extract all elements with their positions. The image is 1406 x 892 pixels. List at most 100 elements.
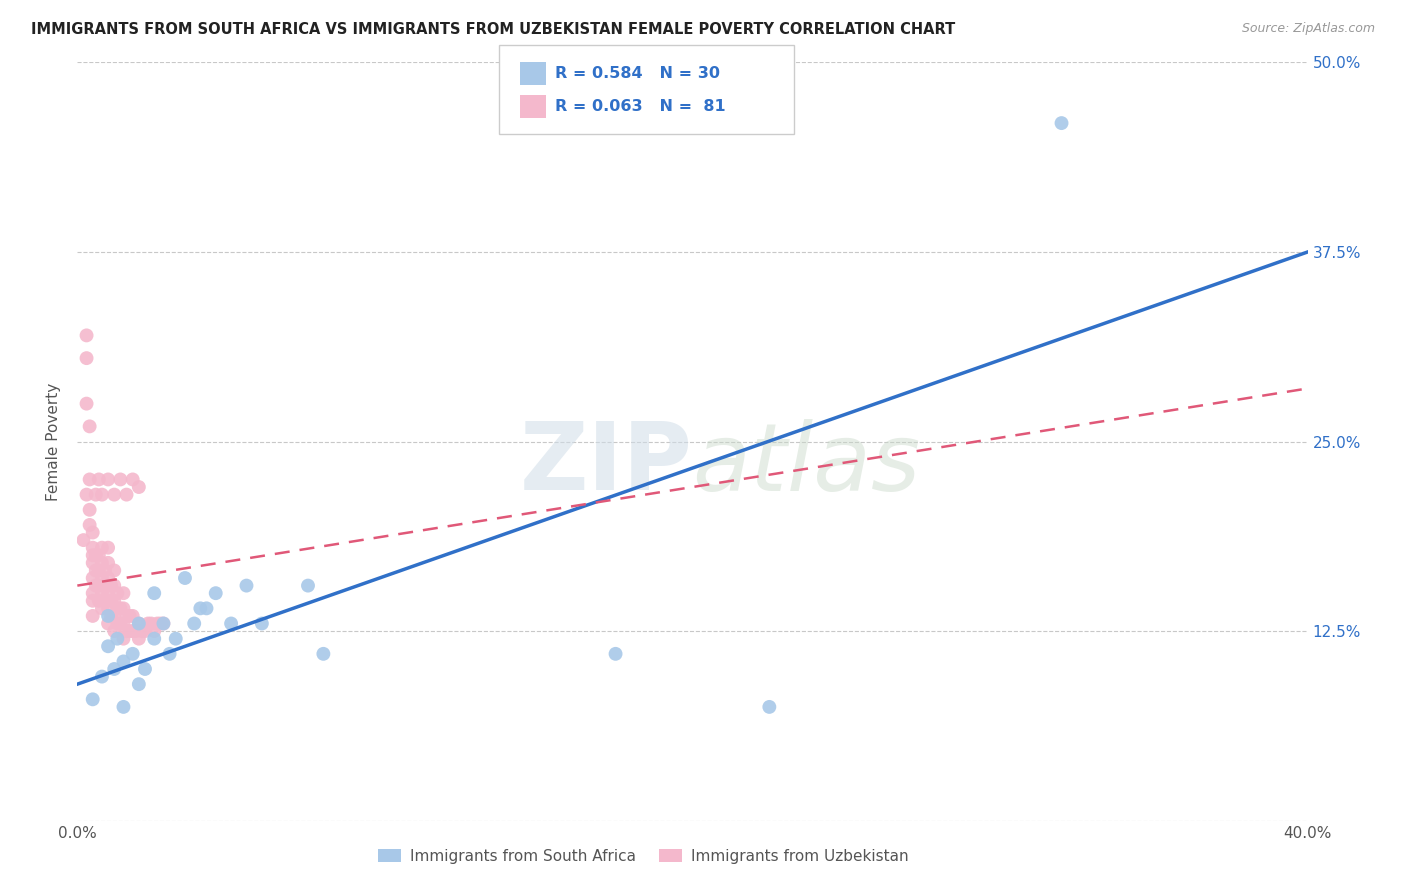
Point xyxy=(97,541,120,555)
Point xyxy=(134,662,156,676)
Point xyxy=(94,564,117,578)
Point xyxy=(112,616,135,631)
Point xyxy=(87,579,110,593)
Point xyxy=(84,579,107,593)
Point xyxy=(87,564,110,578)
Point xyxy=(204,586,226,600)
Point xyxy=(115,608,138,623)
Point xyxy=(312,647,335,661)
Point xyxy=(76,396,98,410)
Point xyxy=(84,487,107,501)
Point xyxy=(143,586,166,600)
Point xyxy=(121,647,143,661)
Point xyxy=(82,571,104,585)
Point xyxy=(87,473,110,487)
Point xyxy=(90,669,114,683)
Point xyxy=(112,586,135,600)
Point xyxy=(146,616,169,631)
Point xyxy=(118,624,141,639)
Point xyxy=(112,699,135,714)
Point xyxy=(152,616,174,631)
Point xyxy=(112,632,135,646)
Point xyxy=(165,632,187,646)
Point xyxy=(188,601,212,615)
Point xyxy=(82,525,104,540)
Point xyxy=(128,632,150,646)
Point xyxy=(250,616,273,631)
Point xyxy=(105,586,128,600)
Point xyxy=(128,677,150,691)
Point xyxy=(100,579,122,593)
Point xyxy=(103,624,125,639)
Point xyxy=(121,624,143,639)
Point xyxy=(105,616,128,631)
Point xyxy=(72,533,94,548)
Point xyxy=(76,328,98,343)
Point xyxy=(159,647,181,661)
Point xyxy=(82,586,104,600)
Point xyxy=(136,616,159,631)
Point xyxy=(110,601,132,615)
Point xyxy=(131,624,153,639)
Point xyxy=(103,662,125,676)
Point xyxy=(115,624,138,639)
Point xyxy=(174,571,197,585)
Point xyxy=(90,586,114,600)
Point xyxy=(103,579,125,593)
Point xyxy=(121,608,143,623)
Point xyxy=(94,579,117,593)
Point xyxy=(84,564,107,578)
Point xyxy=(97,639,120,653)
Point xyxy=(152,616,174,631)
Point xyxy=(134,624,156,639)
Point xyxy=(82,608,104,623)
Point xyxy=(76,487,98,501)
Point xyxy=(112,601,135,615)
Point xyxy=(141,616,163,631)
Point xyxy=(149,616,172,631)
Point xyxy=(103,564,125,578)
Point xyxy=(110,473,132,487)
Point xyxy=(128,616,150,631)
Point xyxy=(195,601,218,615)
Point xyxy=(100,594,122,608)
Point xyxy=(758,699,780,714)
Text: atlas: atlas xyxy=(693,418,921,510)
Text: Source: ZipAtlas.com: Source: ZipAtlas.com xyxy=(1241,22,1375,36)
Point xyxy=(97,608,120,623)
Point xyxy=(90,571,114,585)
Point xyxy=(82,594,104,608)
Point xyxy=(87,548,110,563)
Point xyxy=(100,608,122,623)
Point xyxy=(110,616,132,631)
Point xyxy=(103,487,125,501)
Point xyxy=(97,571,120,585)
Point xyxy=(97,473,120,487)
Y-axis label: Female Poverty: Female Poverty xyxy=(46,383,62,500)
Point xyxy=(115,487,138,501)
Point xyxy=(90,556,114,570)
Point xyxy=(97,616,120,631)
Point xyxy=(82,548,104,563)
Point xyxy=(1050,116,1073,130)
Point xyxy=(297,579,319,593)
Text: ZIP: ZIP xyxy=(520,418,693,510)
Point xyxy=(87,594,110,608)
Point xyxy=(97,601,120,615)
Point xyxy=(79,503,101,517)
Point xyxy=(82,556,104,570)
Point xyxy=(76,351,98,366)
Point xyxy=(143,632,166,646)
Legend: Immigrants from South Africa, Immigrants from Uzbekistan: Immigrants from South Africa, Immigrants… xyxy=(371,843,915,870)
Text: R = 0.063   N =  81: R = 0.063 N = 81 xyxy=(555,99,725,114)
Point xyxy=(183,616,205,631)
Point xyxy=(90,487,114,501)
Point xyxy=(79,419,101,434)
Point xyxy=(219,616,242,631)
Point xyxy=(118,608,141,623)
Point xyxy=(84,548,107,563)
Point xyxy=(97,556,120,570)
Point xyxy=(79,517,101,532)
Point xyxy=(103,608,125,623)
Point xyxy=(125,624,148,639)
